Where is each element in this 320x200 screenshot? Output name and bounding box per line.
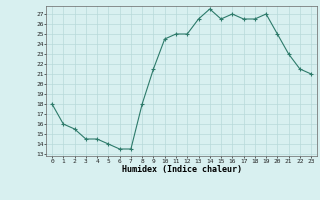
X-axis label: Humidex (Indice chaleur): Humidex (Indice chaleur) — [122, 165, 242, 174]
